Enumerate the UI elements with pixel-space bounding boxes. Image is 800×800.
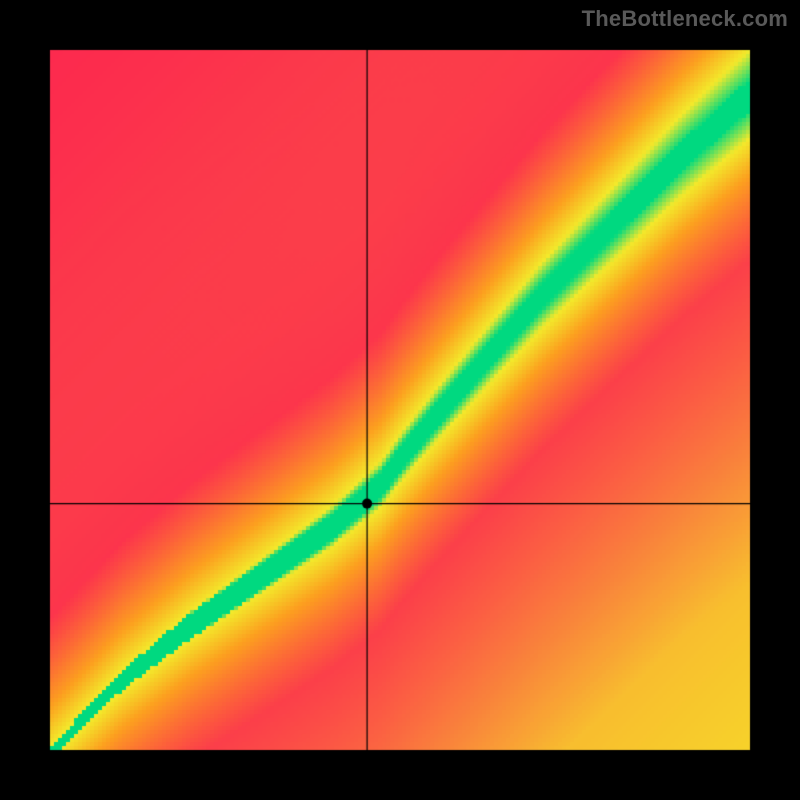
chart-container: TheBottleneck.com (0, 0, 800, 800)
bottleneck-heatmap-canvas (0, 0, 800, 800)
watermark-text: TheBottleneck.com (582, 6, 788, 32)
